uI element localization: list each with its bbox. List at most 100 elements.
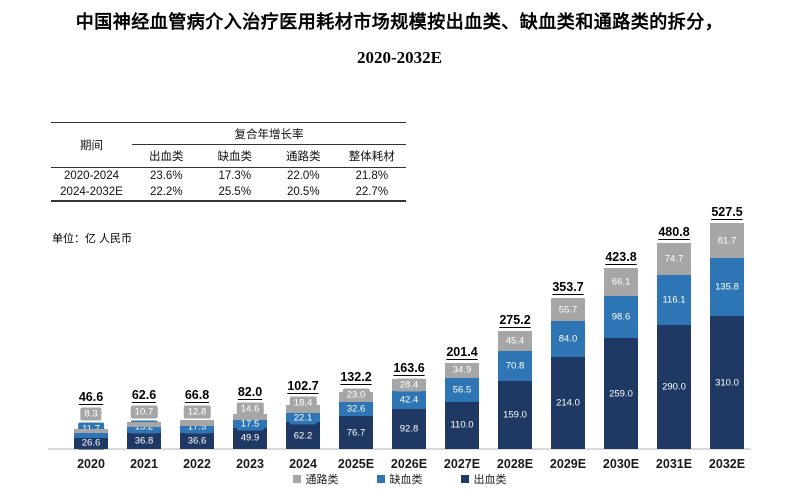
segment-value-label: 8.3 (80, 407, 102, 421)
table-group-header: 复合年增长率 (132, 123, 406, 145)
bar-total-label: 82.0 (237, 384, 263, 399)
page-title: 中国神经血管病介入治疗医用耗材市场规模按出血类、缺血类和通路类的拆分， (75, 12, 724, 32)
segment-value-label: 259.0 (605, 387, 637, 401)
segment-value-label: 26.6 (77, 436, 105, 450)
legend-item: 缺血类 (376, 471, 423, 487)
segment-value-label: 110.0 (446, 418, 478, 432)
bar-total-label: 423.8 (605, 249, 637, 264)
segment-value-label: 66.1 (607, 275, 635, 289)
x-axis-label: 2026E (390, 457, 428, 471)
legend-label: 缺血类 (389, 474, 423, 486)
bar-group: 36.6 17.5 12.8 66.8 2022 (167, 159, 227, 471)
segment-value-label: 28.4 (395, 378, 423, 392)
table-value-cell: 22.2% (149, 186, 183, 198)
x-axis-label: 2032E (708, 457, 746, 471)
segment-value-label: 290.0 (658, 380, 690, 394)
cagr-table: 期间 复合年增长率 出血类 缺血类 通路类 整体耗材 2020-2024 23.6% 17… (51, 122, 406, 202)
cagr-table-body: 2020-2024 23.6% 17.3% 22.0% 21.8% 2024-2032E 2… (51, 168, 406, 200)
segment-value-label: 116.1 (658, 293, 690, 307)
segment-value-label: 45.4 (501, 334, 529, 348)
segment-value-label: 32.6 (342, 402, 370, 416)
segment-value-label: 12.8 (183, 405, 211, 419)
bar-group: 310.0 135.8 81.7 527.5 2032E (697, 159, 757, 471)
table-value-cell: 22.0% (286, 170, 320, 182)
bar-segment-access (127, 422, 161, 427)
bar-total-label: 163.6 (393, 360, 425, 375)
bar-segment-access (180, 420, 214, 426)
segment-value-label: 42.4 (395, 393, 423, 407)
segment-value-label: 81.7 (713, 234, 741, 248)
table-value-cell: 20.5% (286, 186, 320, 198)
x-axis-label: 2021 (130, 457, 158, 471)
segment-value-label: 214.0 (552, 396, 584, 410)
segment-value-label: 135.8 (711, 280, 743, 294)
unit-label: 单位：亿 人民币 (52, 233, 133, 245)
segment-value-label: 10.7 (130, 405, 158, 419)
segment-value-label: 92.8 (395, 422, 423, 436)
bar-total-label: 201.4 (446, 344, 478, 359)
segment-value-label: 62.2 (289, 429, 317, 443)
bar-total-label: 132.2 (340, 370, 372, 385)
legend-item: 出血类 (460, 471, 507, 487)
bar-group: 49.9 17.5 14.6 82.0 2023 (220, 159, 280, 471)
segment-value-label: 84.0 (554, 332, 582, 346)
bar-total-label: 480.8 (658, 225, 690, 240)
segment-value-label: 74.7 (660, 252, 688, 266)
bar-segment-access (74, 429, 108, 433)
x-axis-label: 2030E (602, 457, 640, 471)
table-value-cell: 22.7% (355, 186, 389, 198)
x-axis-label: 2024 (289, 457, 317, 471)
table-col-header: 出血类 (149, 151, 184, 163)
x-axis-label: 2029E (549, 457, 587, 471)
bar-total-label: 46.6 (78, 389, 104, 404)
bar-group: 290.0 116.1 74.7 480.8 2031E (644, 159, 704, 471)
x-axis-label: 2022 (183, 457, 211, 471)
segment-value-label: 36.6 (183, 434, 211, 448)
segment-value-label: 56.5 (448, 383, 476, 397)
bar-group: 159.0 70.8 45.4 275.2 2028E (485, 159, 545, 471)
table-value-cell: 17.3% (218, 170, 252, 182)
table-value-cell: 21.8% (355, 170, 389, 182)
x-axis-label: 2020 (77, 457, 105, 471)
bar-group: 92.8 42.4 28.4 163.6 2026E (379, 159, 439, 471)
legend-swatch-ischemic (376, 475, 385, 483)
bar-total-label: 102.7 (287, 378, 319, 393)
segment-value-label: 159.0 (499, 408, 531, 422)
bar-group: 259.0 98.6 66.1 423.8 2030E (591, 159, 651, 471)
bar-total-label: 353.7 (552, 279, 584, 294)
table-period-cell: 2024-2032E (60, 186, 123, 198)
segment-value-label: 36.8 (130, 434, 158, 448)
legend-swatch-hemorrhagic (460, 475, 469, 483)
table-row: 2020-2024 23.6% 17.3% 22.0% 21.8% (51, 168, 406, 184)
table-row: 2024-2032E 22.2% 25.5% 20.5% 22.7% (51, 184, 406, 200)
bar-total-label: 66.8 (184, 387, 210, 402)
x-axis-label: 2023 (236, 457, 264, 471)
segment-value-label: 76.7 (342, 426, 370, 440)
table-col-header: 缺血类 (217, 151, 253, 163)
table-period-cell: 2020-2024 (64, 170, 119, 182)
legend-label: 出血类 (473, 474, 507, 486)
bar-segment-access (233, 413, 267, 421)
table-col-header: 整体耗材 (348, 151, 395, 163)
segment-value-label: 17.5 (236, 417, 264, 431)
page-subtitle: 2020-2032E (357, 48, 442, 67)
segment-value-label: 18.4 (289, 396, 317, 410)
bar-group: 62.2 22.1 18.4 102.7 2024 (273, 159, 333, 471)
cagr-table-header: 期间 复合年增长率 出血类 缺血类 通路类 整体耗材 (51, 123, 406, 168)
bar-total-label: 527.5 (711, 205, 743, 220)
bar-group: 214.0 84.0 55.7 353.7 2029E (538, 159, 598, 471)
bar-group: 110.0 56.5 34.9 201.4 2027E (432, 159, 492, 471)
segment-value-label: 55.7 (554, 303, 582, 317)
legend: 通路类 缺血类 出血类 (0, 471, 799, 487)
segment-value-label: 98.6 (607, 310, 635, 324)
segment-value-label: 34.9 (448, 363, 476, 377)
bar-total-label: 275.2 (499, 313, 531, 328)
segment-value-label: 14.6 (236, 402, 264, 416)
segment-value-label: 310.0 (711, 376, 743, 390)
segment-value-label: 23.0 (342, 388, 370, 402)
table-subheader-row: 出血类 缺血类 通路类 整体耗材 (132, 145, 406, 167)
